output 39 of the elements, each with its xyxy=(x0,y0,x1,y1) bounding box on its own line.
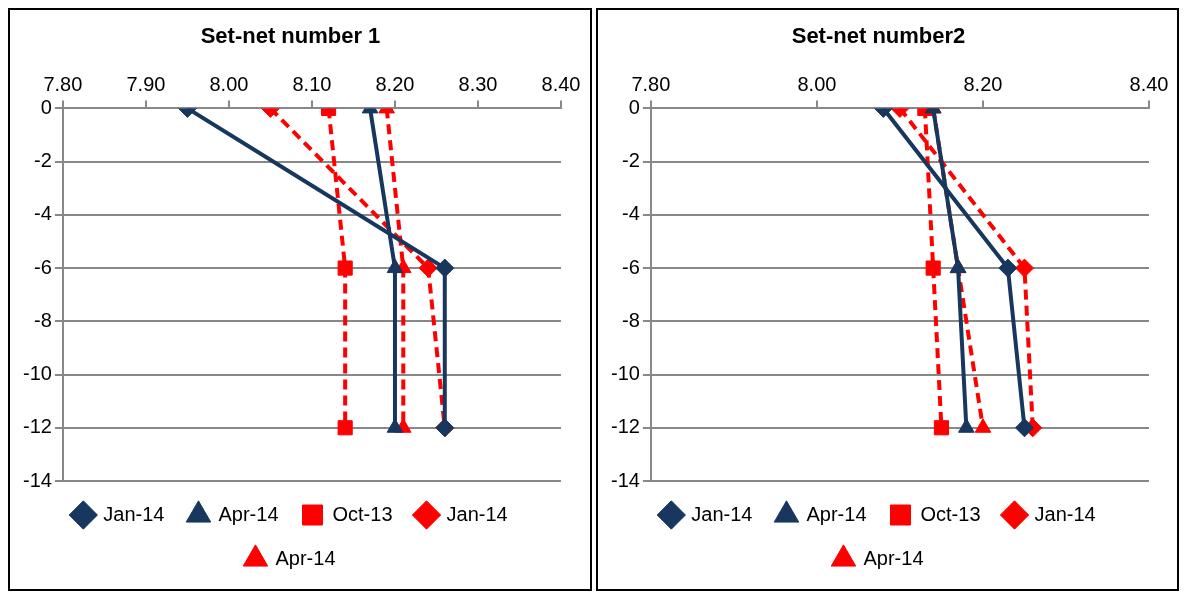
x-tick-label: 7.80 xyxy=(43,72,83,95)
x-tick-label: 8.40 xyxy=(1129,72,1168,95)
y-tick-label: 0 xyxy=(40,95,52,118)
legend-label: Jan-14 xyxy=(446,502,508,525)
chart-title: Set-net number 1 xyxy=(200,23,381,49)
x-tick-label: 8.00 xyxy=(209,72,249,95)
x-tick-label: 7.80 xyxy=(630,72,670,95)
y-tick-label: -2 xyxy=(621,149,640,172)
y-tick-label: -10 xyxy=(23,362,52,385)
legend-label: Apr-14 xyxy=(218,502,279,525)
legend-label: Apr-14 xyxy=(275,546,336,569)
x-tick-label: 8.20 xyxy=(375,72,415,95)
y-tick-label: -10 xyxy=(610,362,640,385)
y-tick-label: -12 xyxy=(23,415,52,438)
y-tick-label: -8 xyxy=(34,308,52,331)
legend-label: Oct-13 xyxy=(332,502,393,525)
x-tick-label: 8.00 xyxy=(796,72,836,95)
y-tick-label: -6 xyxy=(621,255,640,278)
y-tick-label: -4 xyxy=(34,202,52,225)
legend-label: Jan-14 xyxy=(690,502,752,525)
chart-title: Set-net number2 xyxy=(791,23,965,49)
y-tick-label: -6 xyxy=(34,255,52,278)
legend-label: Apr-14 xyxy=(805,502,867,525)
x-tick-label: 8.30 xyxy=(458,72,498,95)
legend-label: Jan-14 xyxy=(1034,502,1096,525)
x-tick-label: 8.40 xyxy=(541,72,581,95)
legend-label: Jan-14 xyxy=(103,502,165,525)
x-tick-label: 8.10 xyxy=(292,72,332,95)
x-tick-label: 8.20 xyxy=(963,72,1002,95)
y-tick-label: -2 xyxy=(34,149,52,172)
y-tick-label: -8 xyxy=(621,308,640,331)
legend-label: Apr-14 xyxy=(862,546,924,569)
y-tick-label: 0 xyxy=(628,95,640,118)
y-tick-label: -14 xyxy=(610,468,640,491)
y-tick-label: -14 xyxy=(23,468,52,491)
y-tick-label: -12 xyxy=(610,415,640,438)
legend-label: Oct-13 xyxy=(920,502,981,525)
y-tick-label: -4 xyxy=(621,202,640,225)
x-tick-label: 7.90 xyxy=(126,72,166,95)
